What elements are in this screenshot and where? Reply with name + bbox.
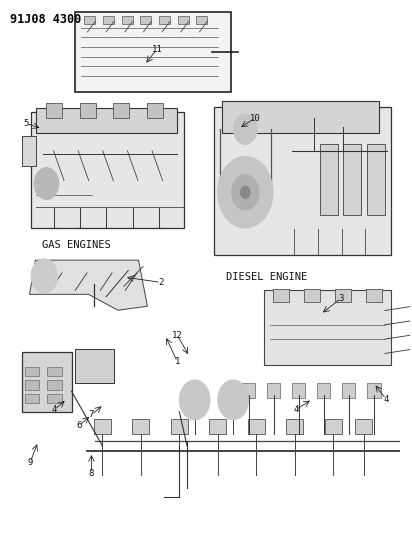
Text: 1: 1 (175, 358, 180, 367)
Bar (36, 108, 177, 133)
Bar (264, 290, 391, 365)
Bar (248, 418, 265, 434)
Text: 8: 8 (89, 469, 94, 478)
Bar (159, 16, 170, 24)
Bar (304, 288, 320, 302)
Circle shape (31, 259, 58, 293)
Bar (113, 103, 129, 118)
Bar (335, 288, 351, 302)
Bar (367, 383, 381, 398)
Bar (325, 418, 342, 434)
Text: 4: 4 (52, 405, 57, 414)
Bar (140, 16, 151, 24)
Bar (214, 107, 391, 255)
Circle shape (234, 114, 257, 144)
Text: 91J08 4300: 91J08 4300 (9, 13, 81, 26)
Text: GAS ENGINES: GAS ENGINES (42, 240, 111, 251)
Circle shape (240, 186, 250, 199)
Bar (292, 383, 305, 398)
Bar (267, 383, 281, 398)
Text: 2: 2 (158, 278, 164, 287)
Text: 6: 6 (77, 421, 82, 430)
Bar (47, 103, 62, 118)
Bar (25, 394, 39, 403)
Bar (197, 16, 207, 24)
Bar (122, 16, 133, 24)
Bar (84, 16, 95, 24)
Bar (241, 383, 255, 398)
Bar (222, 101, 379, 133)
Circle shape (179, 380, 210, 420)
Bar (273, 288, 289, 302)
Bar (132, 418, 149, 434)
Text: 4: 4 (384, 394, 389, 403)
Text: DIESEL ENGINE: DIESEL ENGINE (227, 272, 308, 282)
Text: 10: 10 (250, 114, 260, 123)
Bar (47, 381, 62, 390)
Text: 12: 12 (172, 331, 183, 340)
Bar (286, 418, 303, 434)
Bar (367, 144, 385, 215)
Bar (209, 418, 226, 434)
Bar (47, 367, 62, 376)
Bar (25, 367, 39, 376)
Text: 3: 3 (338, 294, 344, 303)
Bar (21, 352, 72, 412)
Bar (342, 383, 356, 398)
Text: 9: 9 (27, 458, 33, 467)
Bar (103, 16, 114, 24)
Bar (80, 103, 96, 118)
Bar (320, 144, 337, 215)
Circle shape (34, 167, 59, 199)
Bar (94, 418, 111, 434)
Bar (147, 103, 163, 118)
Bar (344, 144, 361, 215)
Polygon shape (30, 260, 147, 310)
Circle shape (232, 174, 259, 210)
Bar (317, 383, 330, 398)
Text: 11: 11 (152, 45, 162, 54)
Bar (25, 381, 39, 390)
Polygon shape (22, 136, 36, 166)
Bar (75, 12, 231, 92)
Circle shape (218, 380, 248, 420)
Bar (178, 16, 189, 24)
Text: 4: 4 (293, 405, 299, 414)
Bar (47, 394, 62, 403)
Text: 7: 7 (89, 410, 94, 419)
Text: 5: 5 (23, 119, 28, 128)
Bar (30, 112, 184, 228)
Circle shape (218, 157, 273, 228)
Bar (356, 418, 372, 434)
Bar (75, 349, 114, 383)
Bar (365, 288, 382, 302)
Bar (171, 418, 188, 434)
